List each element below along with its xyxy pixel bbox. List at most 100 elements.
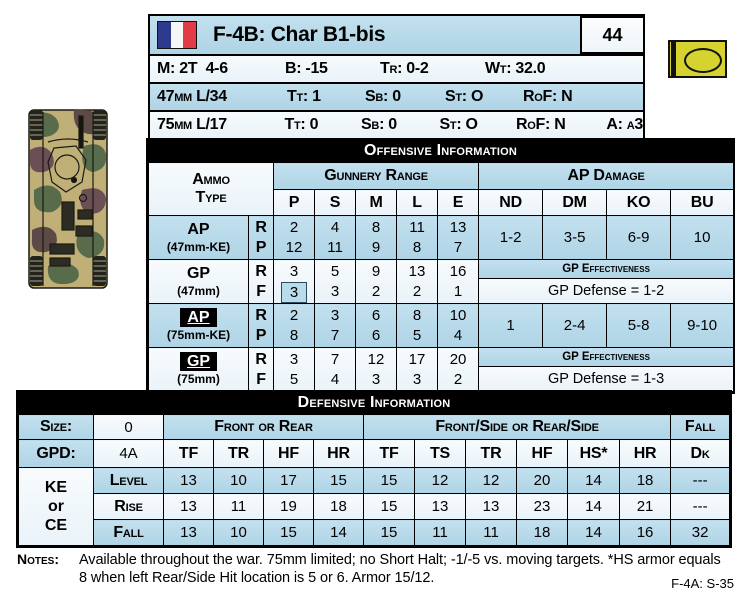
tank-top-view-illustration xyxy=(28,109,108,289)
armor-value: 20 xyxy=(516,467,569,494)
defensive-title: Defensive Information xyxy=(18,392,730,414)
damage-value: 5-8 xyxy=(606,303,672,348)
title-row: F-4B: Char B1-bis 44 xyxy=(148,14,645,56)
armor-col-header: TR xyxy=(465,439,518,468)
damage-value: 2-4 xyxy=(542,303,608,348)
stat-cell: Sb: 0 xyxy=(365,88,401,105)
stat-cell: Tr: 0-2 xyxy=(380,60,429,77)
armor-value: 19 xyxy=(263,493,314,520)
armor-value: 14 xyxy=(312,519,365,546)
gunnery-range-header: Gunnery Range xyxy=(273,162,480,190)
armor-value: 14 xyxy=(567,493,621,520)
armor-value: 32 xyxy=(670,519,731,546)
armor-value: --- xyxy=(670,493,731,520)
armor-value: 21 xyxy=(619,493,672,520)
gpd-label: GPD: xyxy=(18,439,94,468)
france-flag-icon xyxy=(157,21,197,49)
size-label: Size: xyxy=(18,414,94,440)
ammo-type-header: Ammo Type xyxy=(147,162,275,216)
armor-value: 14 xyxy=(567,467,621,494)
range-values: 10 4 xyxy=(437,303,480,348)
armor-col-header: TS xyxy=(414,439,467,468)
armor-value: 17 xyxy=(263,467,314,494)
stat-cell: Wt: 32.0 xyxy=(485,60,546,77)
notes-text: Available throughout the war. 75mm limit… xyxy=(79,552,721,587)
armor-value: 10 xyxy=(213,467,264,494)
armor-value: --- xyxy=(670,467,731,494)
card-number: 44 xyxy=(580,16,645,54)
stat-cell: Tt: 1 xyxy=(287,88,321,105)
armor-col-header: TR xyxy=(213,439,264,468)
range-col-header: E xyxy=(437,189,480,216)
armor-value: 13 xyxy=(465,493,518,520)
row-label: Level xyxy=(93,467,164,494)
stat-cell: Tt: 0 xyxy=(284,116,319,133)
armor-value: 11 xyxy=(213,493,264,520)
damage-col-header: BU xyxy=(670,189,735,216)
card-title: F-4B: Char B1-bis xyxy=(213,23,386,46)
gun-75mm-stat-row: 75mm L/17 Tt: 0 Sb: 0 St: O RoF: N A: a3 xyxy=(148,112,645,140)
range-values: 11 8 xyxy=(396,215,439,260)
armor-value: 13 xyxy=(163,519,214,546)
offensive-information-table: Offensive Information Ammo Type Gunnery … xyxy=(146,138,735,394)
boxed-value: 3 xyxy=(281,281,308,303)
gp-defense-value: GP Defense = 1-2 xyxy=(479,279,733,303)
armor-col-header: TF xyxy=(363,439,416,468)
defensive-information-table: Defensive Information Size: 0 Front or R… xyxy=(16,390,732,548)
damage-value: 6-9 xyxy=(606,215,672,260)
stat-cell: 75mm L/17 xyxy=(157,116,227,133)
range-values: 4 11 xyxy=(314,215,357,260)
range-values: 17 3 xyxy=(396,347,439,392)
front-side-header: Front/Side or Rear/Side xyxy=(363,414,672,440)
notes-section: Notes: Available throughout the war. 75m… xyxy=(17,551,723,587)
armor-value: 15 xyxy=(363,519,416,546)
armor-value: 23 xyxy=(516,493,569,520)
stat-cell: B: -15 xyxy=(285,60,328,77)
armor-value: 14 xyxy=(567,519,621,546)
stat-cell: Sb: 0 xyxy=(361,116,397,133)
ke-ce-label: KE or CE xyxy=(18,467,94,546)
card-header: F-4B: Char B1-bis 44 M: 2T 4-6 B: -15 Tr… xyxy=(148,14,645,140)
gpd-value: 4A xyxy=(93,439,164,468)
armor-value: 15 xyxy=(363,493,416,520)
armor-value: 13 xyxy=(414,493,467,520)
armor-value: 11 xyxy=(465,519,518,546)
armor-value: 15 xyxy=(263,519,314,546)
gun-47mm-stat-row: 47mm L/34 Tt: 1 Sb: 0 St: O RoF: N xyxy=(148,84,645,112)
card-reference-footer: F-4A: S-35 xyxy=(671,576,734,591)
armor-value: 11 xyxy=(414,519,467,546)
range-col-header: L xyxy=(396,189,439,216)
armor-value: 15 xyxy=(363,467,416,494)
armor-col-header: HF xyxy=(263,439,314,468)
ammo-name-cell: GP (47mm) xyxy=(148,259,249,304)
range-values: 16 1 xyxy=(437,259,480,304)
damage-value: 1-2 xyxy=(478,215,544,260)
unit-counter-symbol-icon xyxy=(668,40,727,78)
row-label: Rise xyxy=(93,493,164,520)
damage-value: 10 xyxy=(670,215,735,260)
damage-value: 1 xyxy=(478,303,544,348)
row-label: Fall xyxy=(93,519,164,546)
armor-value: 18 xyxy=(619,467,672,494)
range-values: 20 2 xyxy=(437,347,480,392)
movement-stat-row: M: 2T 4-6 B: -15 Tr: 0-2 Wt: 32.0 xyxy=(148,56,645,84)
armor-value: 10 xyxy=(213,519,264,546)
offensive-title: Offensive Information xyxy=(148,140,733,162)
gp-effectiveness-cell: GP Effectiveness GP Defense = 1-3 xyxy=(478,347,735,392)
stat-cell: RoF: N xyxy=(516,116,566,133)
stat-cell: M: 2T 4-6 xyxy=(157,60,228,77)
symbol-side-bar xyxy=(671,42,676,76)
ammo-name-cell: AP (75mm-KE) xyxy=(148,303,249,348)
armor-col-header: HR xyxy=(619,439,672,468)
size-value: 0 xyxy=(93,414,164,440)
